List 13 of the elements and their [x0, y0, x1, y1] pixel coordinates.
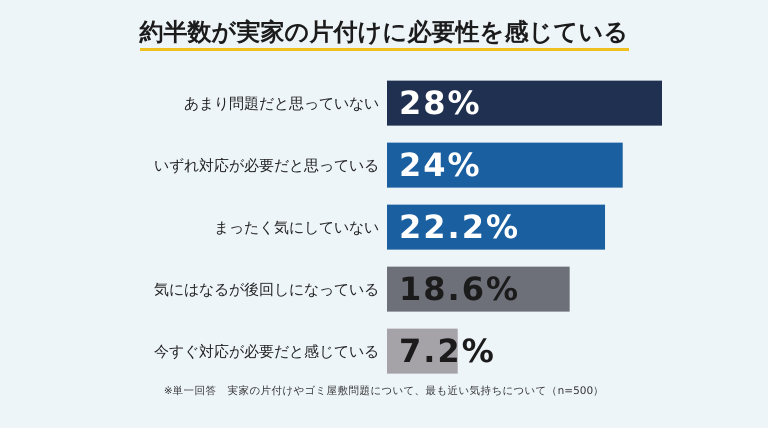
data-label: 18.6% — [399, 270, 520, 308]
y-tick-label: 気にはなるが後回しになっている — [154, 280, 379, 298]
data-label: 28% — [399, 84, 482, 122]
bar — [387, 80, 662, 126]
bar — [387, 142, 623, 188]
text: ※単一回答 実家の片付けやゴミ屋敷問題について、最も近い気持ちについて（n=500） — [162, 384, 606, 398]
data-label: 22.2% — [399, 208, 520, 246]
data-label: 24% — [399, 146, 482, 184]
y-tick-label: まったく気にしていない — [214, 218, 379, 236]
y-tick-label: あまり問題だと思っていない — [184, 94, 379, 112]
chart-title: 約半数が実家の片付けに必要性を感じている — [140, 18, 628, 51]
y-tick-label: いずれ対応が必要だと思っている — [154, 156, 379, 174]
y-tick-label: 今すぐ対応が必要だと感じている — [154, 342, 379, 360]
